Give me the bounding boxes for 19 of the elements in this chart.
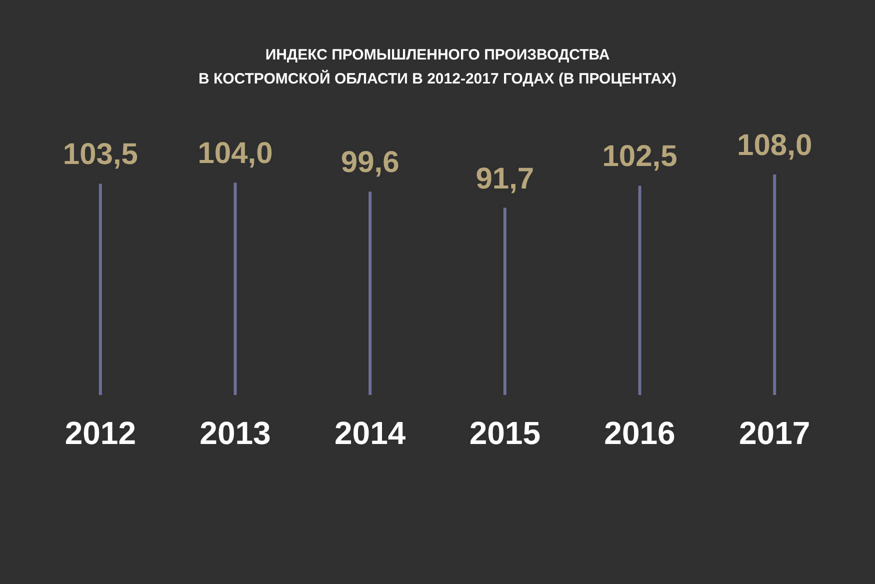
bar bbox=[368, 192, 372, 395]
x-tick-label: 2014 bbox=[334, 415, 406, 451]
chart-title: ИНДЕКС ПРОМЫШЛЕННОГО ПРОИЗВОДСТВА В КОСТРОМСКОЙ ОБЛАСТИ В 2012-2017 ГОДАХ (В ПРОЦЕНТАХ) bbox=[198, 46, 677, 88]
data-label: 104,0 bbox=[198, 137, 273, 170]
bar bbox=[638, 186, 642, 395]
x-tick-label: 2015 bbox=[469, 415, 541, 451]
data-label: 103,5 bbox=[62, 138, 138, 172]
x-tick-label: 2013 bbox=[200, 415, 271, 451]
bar bbox=[234, 182, 237, 395]
bar bbox=[98, 184, 102, 395]
data-label: 108,0 bbox=[737, 129, 812, 162]
x-tick-label: 2016 bbox=[604, 415, 676, 451]
data-label: 99,6 bbox=[340, 146, 400, 180]
x-tick-label: 2012 bbox=[64, 415, 136, 451]
bar bbox=[773, 174, 776, 395]
x-tick-label: 2017 bbox=[738, 415, 810, 451]
data-label: 91,7 bbox=[476, 162, 534, 196]
data-label: 102,5 bbox=[602, 140, 678, 174]
bar bbox=[503, 208, 506, 395]
